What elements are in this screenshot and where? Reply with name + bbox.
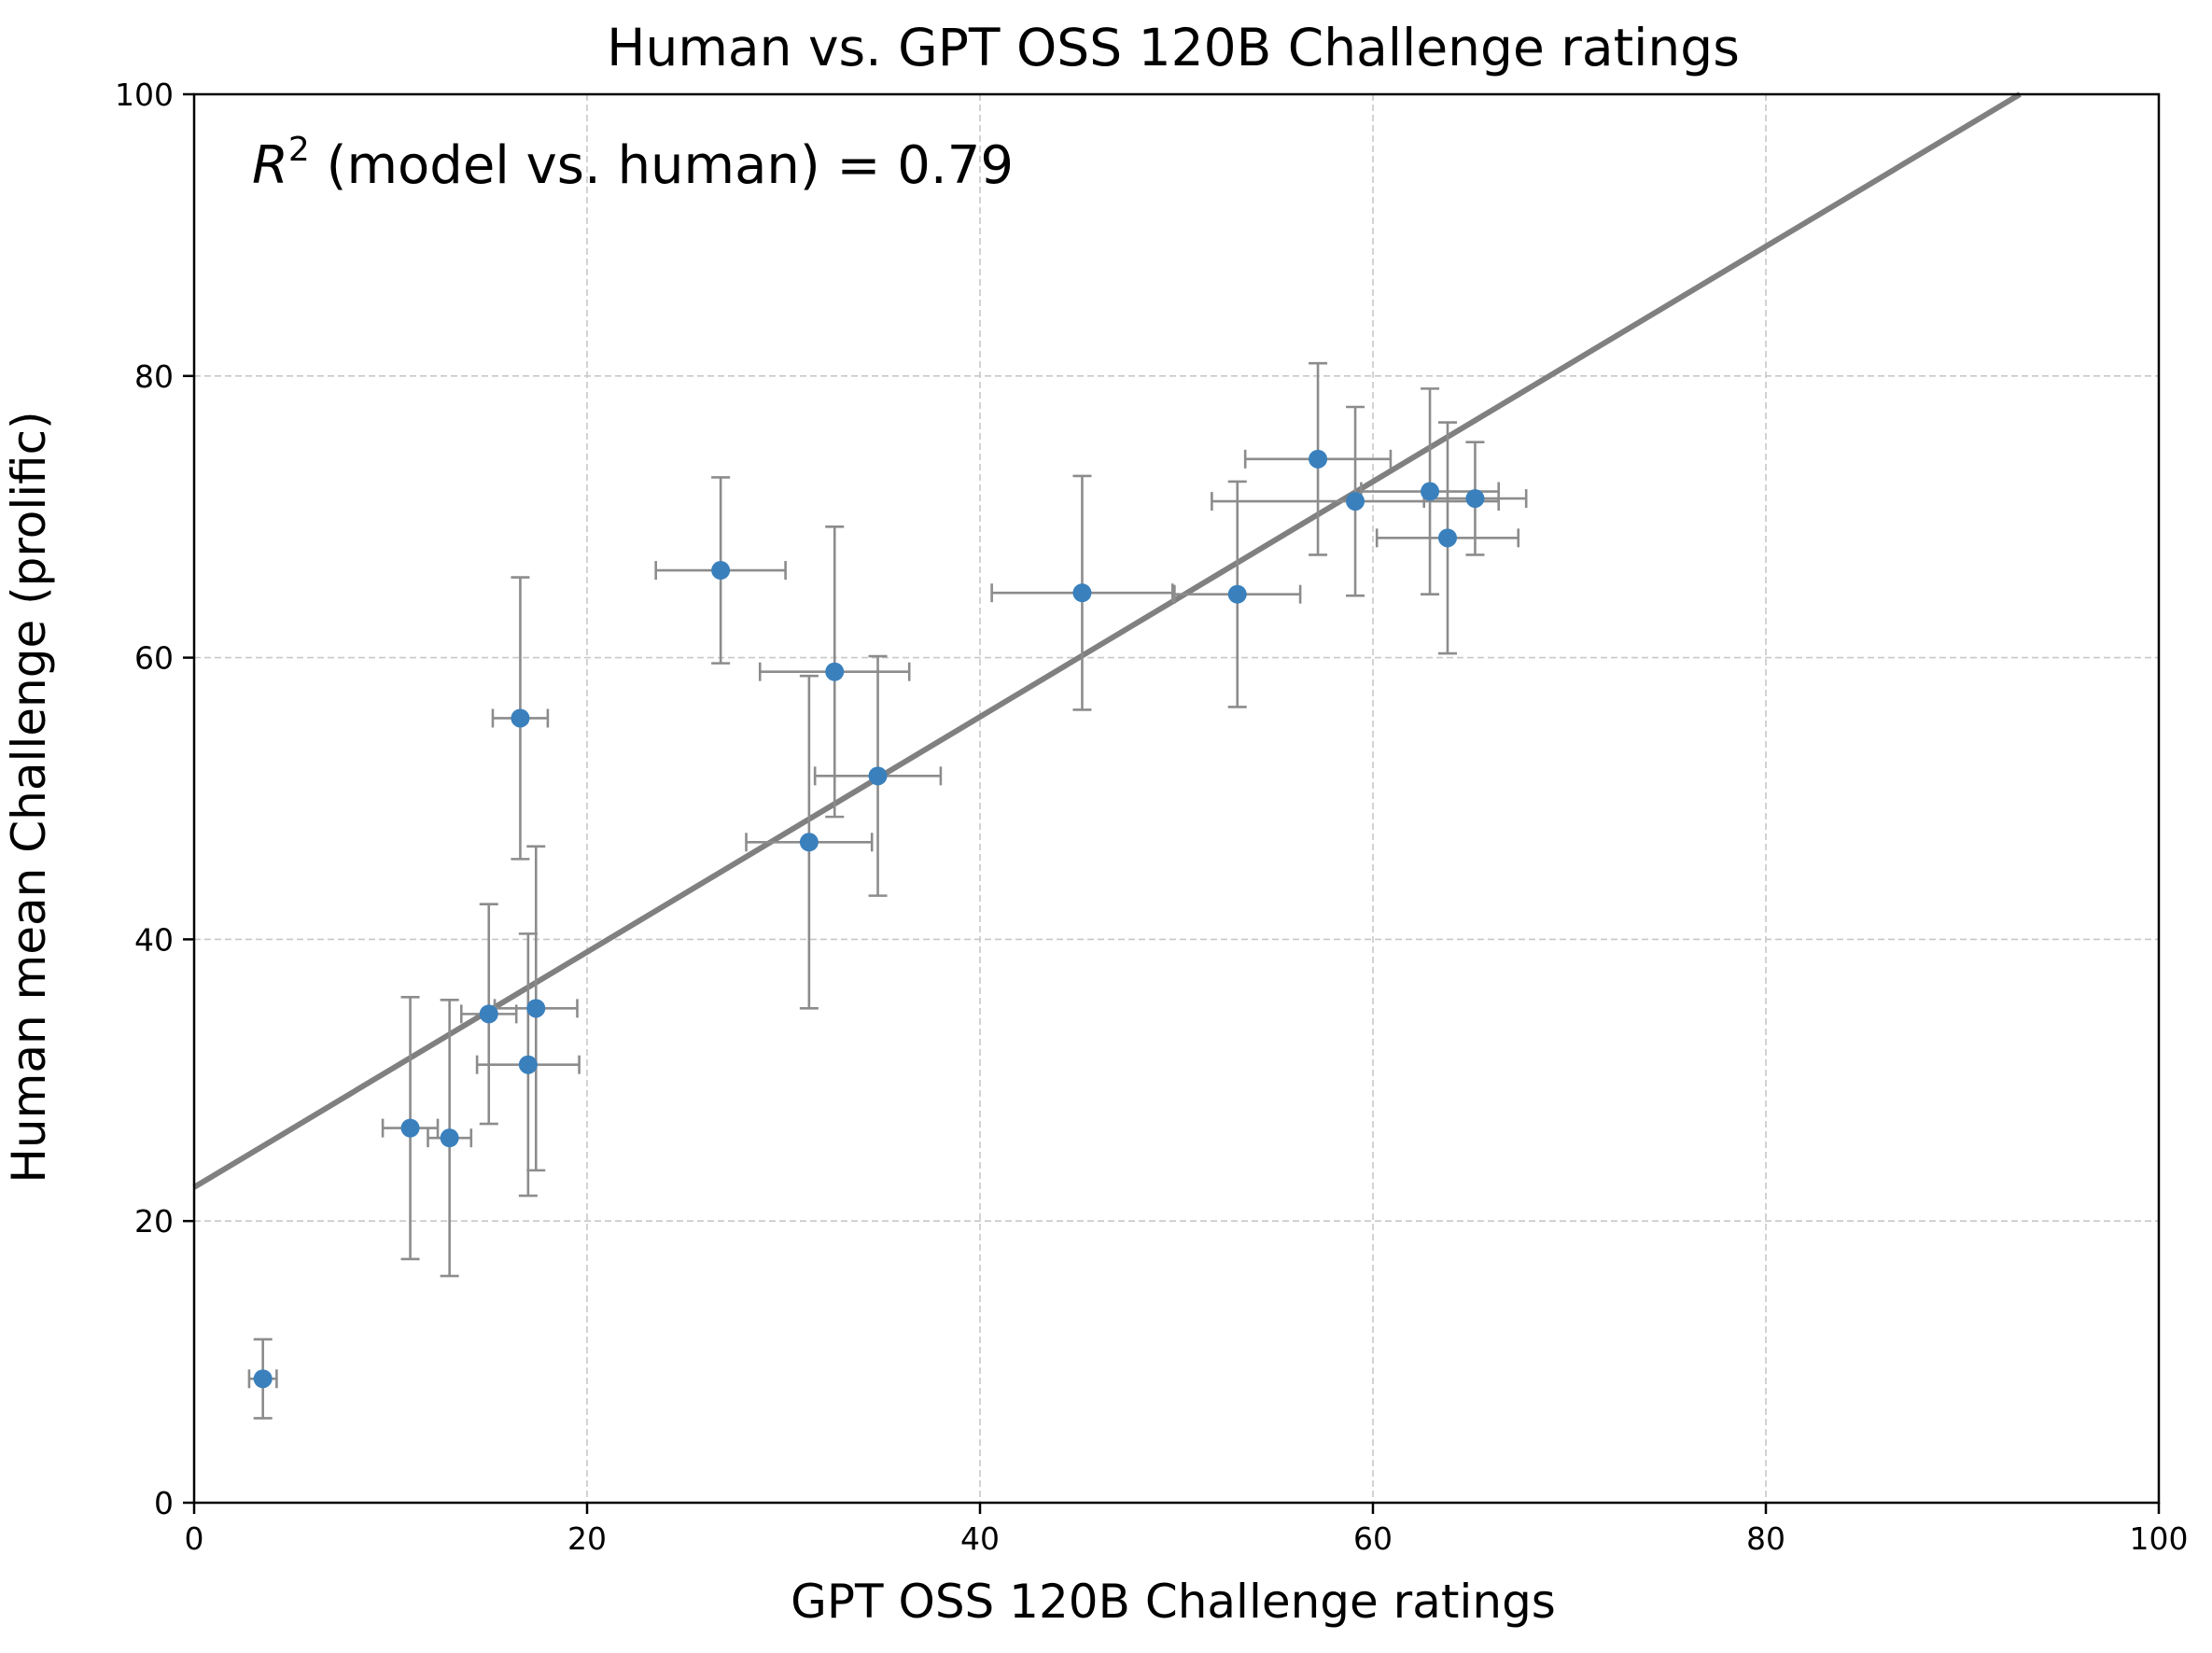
- y-tick-label: 80: [134, 358, 174, 395]
- data-point: [1465, 489, 1485, 509]
- regression-line: [192, 91, 2022, 1190]
- x-tick-label: 20: [567, 1520, 607, 1557]
- x-tick-label: 80: [1746, 1520, 1785, 1557]
- annotation-superscript: 2: [288, 131, 310, 169]
- x-tick-label: 40: [960, 1520, 1000, 1557]
- data-point: [400, 1118, 420, 1138]
- data-point: [253, 1369, 273, 1389]
- data-point: [868, 766, 888, 786]
- x-axis-label: GPT OSS 120B Challenge ratings: [791, 1575, 1556, 1629]
- data-point: [1421, 482, 1440, 501]
- data-point: [526, 999, 546, 1018]
- y-tick-label: 20: [134, 1203, 174, 1240]
- data-point: [440, 1128, 459, 1148]
- y-axis-label: Human mean Challenge (prolific): [2, 411, 56, 1183]
- data-point: [1072, 583, 1092, 603]
- data-point: [479, 1004, 498, 1024]
- annotation-symbol: R: [252, 135, 288, 196]
- grid: [194, 94, 2159, 1503]
- data-point: [1346, 492, 1365, 511]
- y-tick-label: 0: [154, 1485, 174, 1521]
- y-tick-label: 100: [115, 77, 174, 113]
- data-point: [825, 662, 845, 681]
- data-point: [1227, 584, 1247, 604]
- data-point: [511, 708, 530, 728]
- annotation-text: (model vs. human) = 0.79: [310, 135, 1014, 196]
- r-squared-annotation: R2 (model vs. human) = 0.79: [252, 131, 1014, 196]
- point-layer: [253, 449, 1485, 1389]
- plot-frame: [192, 92, 2161, 1505]
- data-point: [1437, 528, 1457, 548]
- data-point: [799, 833, 819, 852]
- y-tick-label: 40: [134, 921, 174, 958]
- y-tick-label: 60: [134, 640, 174, 677]
- data-point: [711, 561, 731, 581]
- x-tick-label: 0: [185, 1520, 204, 1557]
- axis-ticks: 0 20 40 60 80 100 0 20 40 60 80 100: [115, 77, 2189, 1557]
- fit-line-layer: [192, 91, 2022, 1190]
- x-tick-label: 100: [2130, 1520, 2189, 1557]
- x-tick-label: 60: [1353, 1520, 1393, 1557]
- chart-title: Human vs. GPT OSS 120B Challenge ratings: [607, 18, 1740, 77]
- data-point: [1309, 449, 1328, 469]
- data-point: [518, 1055, 538, 1074]
